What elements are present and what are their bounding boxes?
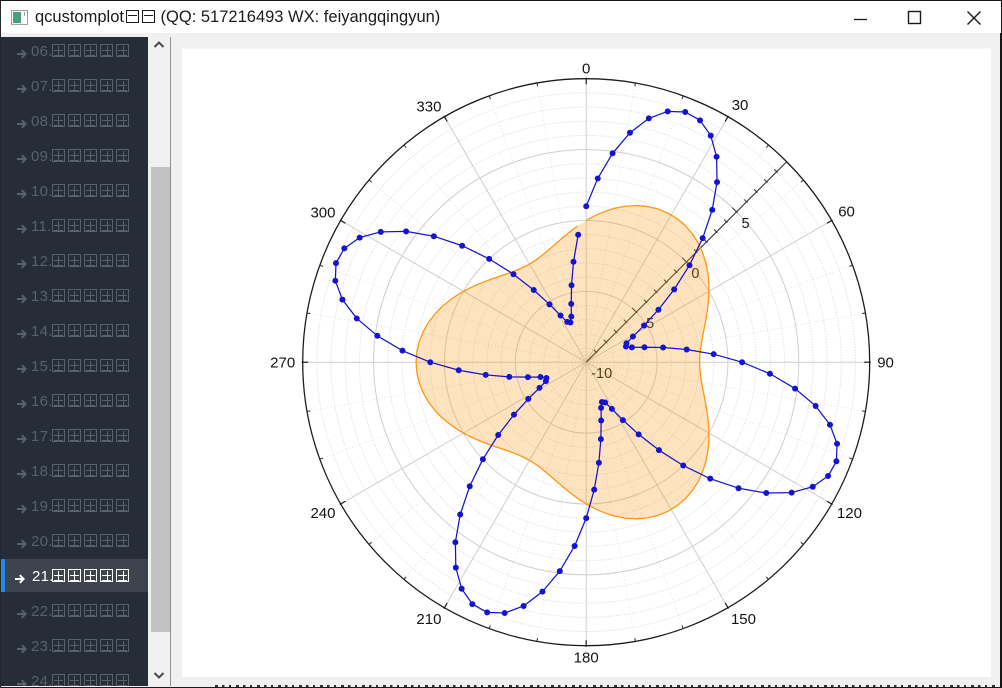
svg-text:210: 210 bbox=[416, 611, 441, 628]
svg-text:240: 240 bbox=[310, 505, 335, 522]
svg-text:60: 60 bbox=[838, 204, 855, 221]
svg-text:300: 300 bbox=[310, 204, 335, 221]
svg-text:5: 5 bbox=[742, 216, 750, 232]
svg-text:90: 90 bbox=[877, 355, 894, 372]
svg-text:0: 0 bbox=[691, 266, 699, 282]
svg-text:330: 330 bbox=[416, 98, 441, 115]
svg-text:150: 150 bbox=[731, 611, 756, 628]
svg-text:120: 120 bbox=[837, 505, 862, 522]
svg-text:270: 270 bbox=[270, 355, 295, 372]
svg-text:30: 30 bbox=[732, 97, 749, 114]
svg-text:180: 180 bbox=[574, 650, 599, 667]
svg-text:-10: -10 bbox=[591, 366, 612, 382]
svg-text:0: 0 bbox=[582, 61, 590, 78]
